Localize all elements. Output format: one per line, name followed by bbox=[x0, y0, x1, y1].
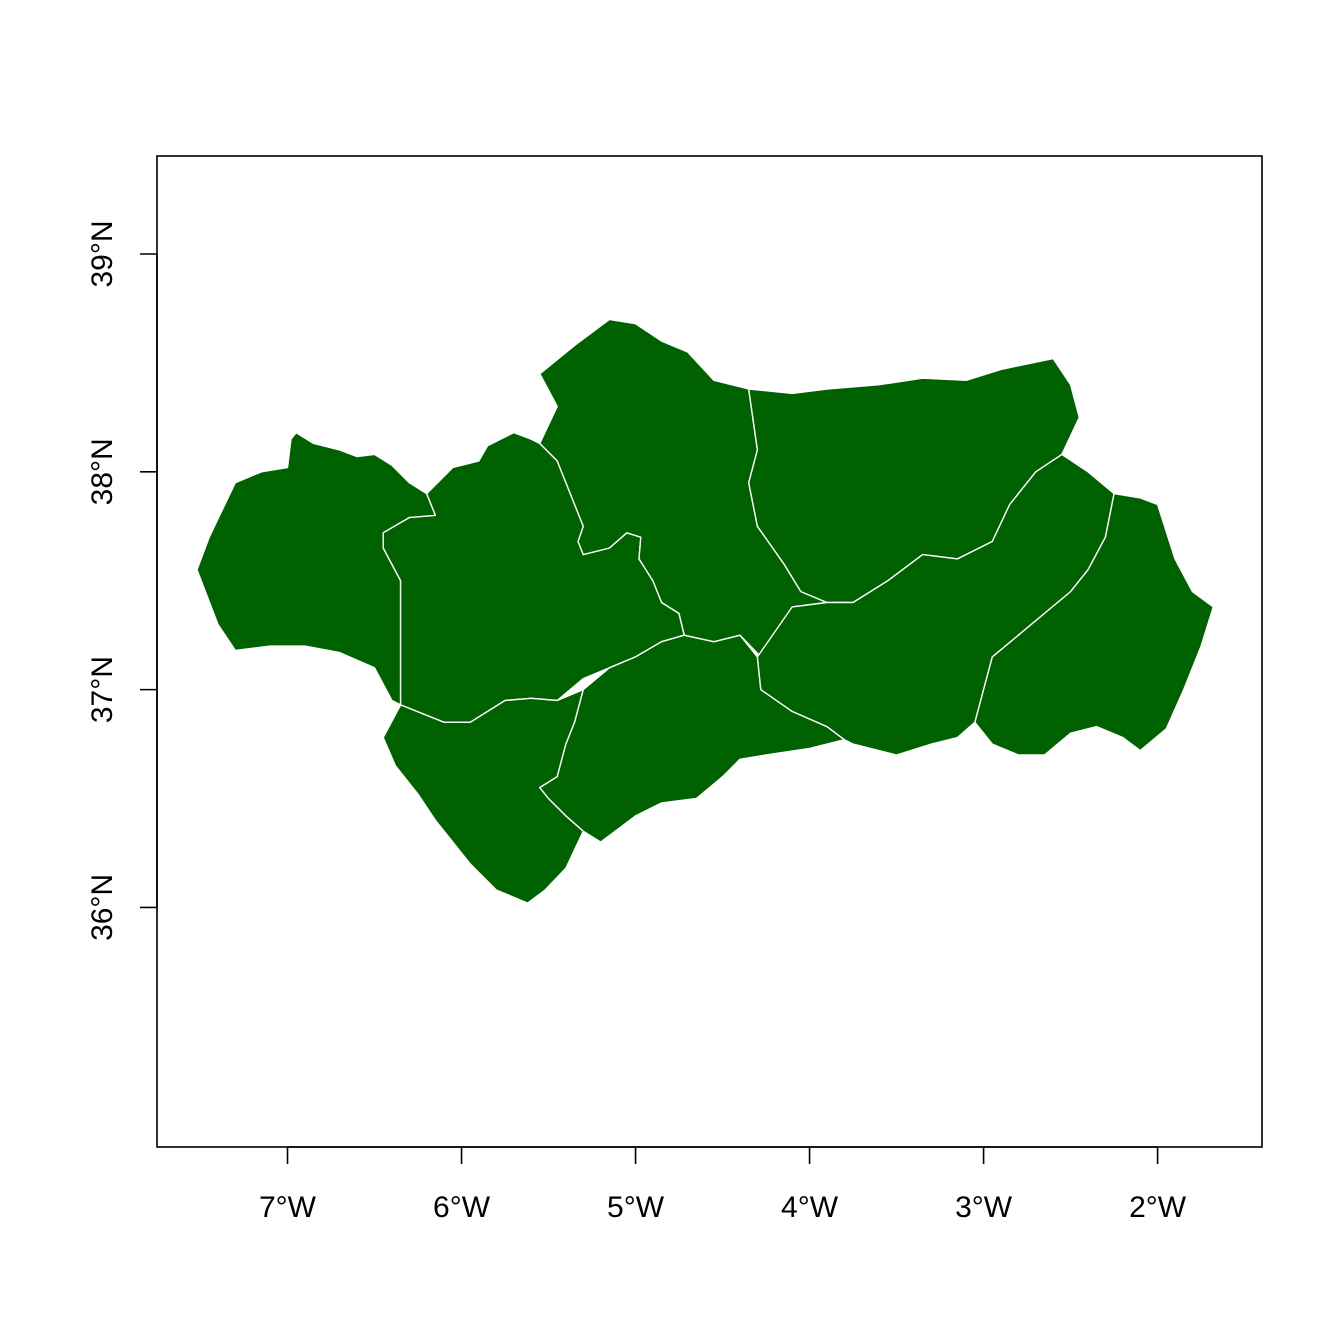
y-tick-label: 36°N bbox=[86, 874, 119, 941]
y-tick-label: 38°N bbox=[86, 438, 119, 505]
x-tick-label: 6°W bbox=[433, 1191, 491, 1224]
x-tick-label: 3°W bbox=[955, 1191, 1013, 1224]
x-tick-label: 4°W bbox=[781, 1191, 839, 1224]
y-tick-label: 39°N bbox=[86, 220, 119, 287]
province-polygons bbox=[196, 318, 1214, 904]
y-tick-label: 37°N bbox=[86, 656, 119, 723]
y-axis: 36°N 37°N 38°N 39°N bbox=[86, 220, 158, 941]
x-axis: 7°W 6°W 5°W 4°W 3°W 2°W bbox=[259, 1146, 1187, 1224]
x-tick-label: 7°W bbox=[259, 1191, 317, 1224]
x-tick-label: 2°W bbox=[1129, 1191, 1187, 1224]
x-tick-label: 5°W bbox=[607, 1191, 665, 1224]
province-almeria bbox=[974, 492, 1214, 756]
